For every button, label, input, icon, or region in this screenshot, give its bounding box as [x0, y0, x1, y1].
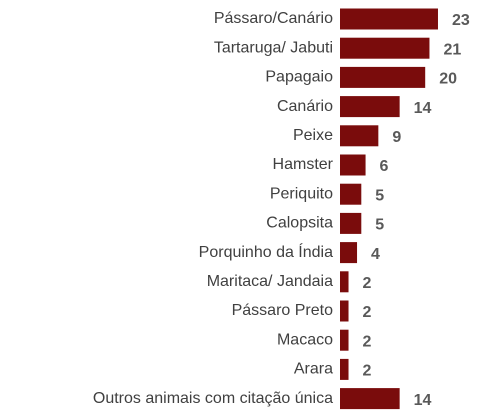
- value-label: 23: [452, 12, 470, 29]
- category-label: Canário: [277, 98, 333, 115]
- bar: [340, 8, 438, 30]
- bar: [340, 388, 400, 410]
- value-label: 2: [363, 363, 372, 380]
- category-label: Tartaruga/ Jabuti: [214, 39, 333, 56]
- bar: [340, 96, 400, 118]
- category-label: Hamster: [273, 156, 334, 173]
- category-label: Pássaro/Canário: [214, 10, 333, 27]
- category-label: Porquinho da Índia: [199, 242, 333, 261]
- bar: [340, 329, 349, 351]
- bar: [340, 358, 349, 380]
- bar: [340, 300, 349, 322]
- value-label: 21: [443, 41, 461, 58]
- category-label: Maritaca/ Jandaia: [207, 273, 333, 290]
- bar: [340, 271, 349, 293]
- category-label: Pássaro Preto: [232, 302, 333, 319]
- value-label: 2: [363, 304, 372, 321]
- category-label: Outros animais com citação única: [93, 390, 333, 407]
- bar: [340, 125, 379, 147]
- bar: [340, 183, 362, 205]
- category-label: Macaco: [277, 331, 333, 348]
- value-label: 6: [380, 158, 389, 175]
- category-label: Calopsita: [266, 215, 333, 232]
- category-label: Periquito: [270, 185, 333, 202]
- category-label: Papagaio: [265, 69, 333, 86]
- bar: [340, 154, 366, 176]
- bar: [340, 212, 362, 234]
- value-label: 20: [439, 71, 457, 88]
- category-label: Peixe: [293, 127, 333, 144]
- value-label: 14: [414, 100, 432, 117]
- bar: [340, 66, 426, 88]
- value-label: 5: [375, 187, 384, 204]
- value-label: 9: [392, 129, 401, 146]
- value-label: 4: [371, 246, 380, 263]
- value-label: 5: [375, 217, 384, 234]
- value-label: 2: [363, 275, 372, 292]
- bar: [340, 242, 358, 264]
- bar: [340, 37, 430, 59]
- value-label: 2: [363, 333, 372, 350]
- category-label: Arara: [294, 361, 333, 378]
- value-label: 14: [414, 392, 432, 409]
